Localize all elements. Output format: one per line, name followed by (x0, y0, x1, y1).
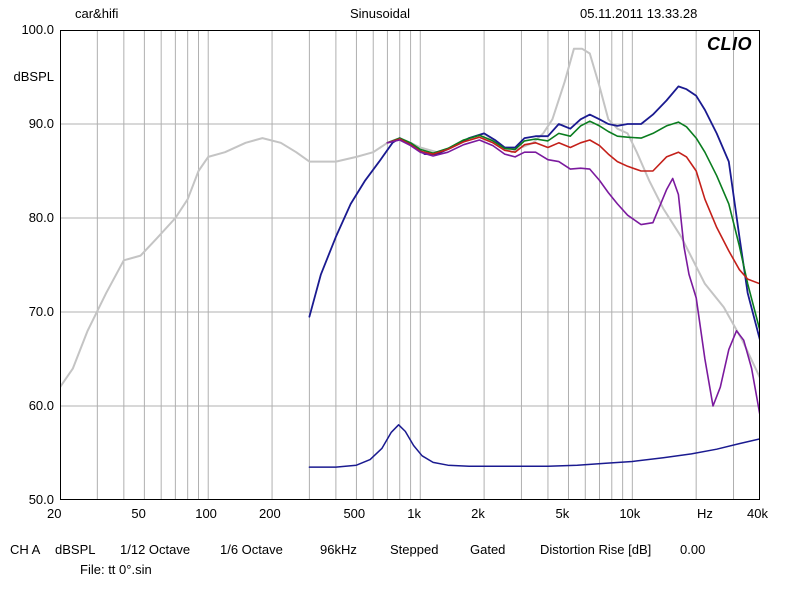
footer-val: 0.00 (680, 542, 705, 557)
footer-file-label: File: (80, 562, 105, 577)
x-tick-label: 40k (747, 506, 768, 521)
y-axis-unit: dBSPL (14, 69, 54, 84)
footer-unit: dBSPL (55, 542, 95, 557)
x-tick-label: 500 (343, 506, 365, 521)
x-tick-label: 20 (47, 506, 61, 521)
header-center: Sinusoidal (350, 6, 410, 21)
y-tick-label: 70.0 (29, 304, 54, 319)
brand-logo: CLIO (707, 34, 752, 55)
x-tick-label: 2k (471, 506, 485, 521)
footer-file-value: tt 0°.sin (108, 562, 152, 577)
header-row: car&hifi Sinusoidal 05.11.2011 13.33.28 (0, 6, 800, 26)
x-tick-label: 200 (259, 506, 281, 521)
y-tick-label: 100.0 (21, 22, 54, 37)
footer-ch: CH A (10, 542, 40, 557)
header-right: 05.11.2011 13.33.28 (580, 6, 697, 21)
y-tick-label: 50.0 (29, 492, 54, 507)
footer-oct12: 1/12 Octave (120, 542, 190, 557)
footer-oct6: 1/6 Octave (220, 542, 283, 557)
footer-status-row: CH A dBSPL 1/12 Octave 1/6 Octave 96kHz … (0, 542, 800, 562)
x-axis-unit: Hz (697, 506, 713, 521)
footer-mode: Stepped (390, 542, 438, 557)
header-left: car&hifi (75, 6, 118, 21)
plot-area: CLIO (60, 30, 760, 500)
x-tick-label: 10k (619, 506, 640, 521)
x-tick-label: 5k (555, 506, 569, 521)
footer-dist: Distortion Rise [dB] (540, 542, 651, 557)
footer-rate: 96kHz (320, 542, 357, 557)
y-tick-label: 60.0 (29, 398, 54, 413)
plot-svg (60, 30, 760, 500)
x-tick-label: 100 (195, 506, 217, 521)
x-tick-label: 1k (407, 506, 421, 521)
footer-gate: Gated (470, 542, 505, 557)
footer-file-row: File: tt 0°.sin (80, 562, 152, 577)
chart-container: car&hifi Sinusoidal 05.11.2011 13.33.28 … (0, 0, 800, 595)
x-tick-label: 50 (131, 506, 145, 521)
y-tick-label: 80.0 (29, 210, 54, 225)
y-tick-label: 90.0 (29, 116, 54, 131)
